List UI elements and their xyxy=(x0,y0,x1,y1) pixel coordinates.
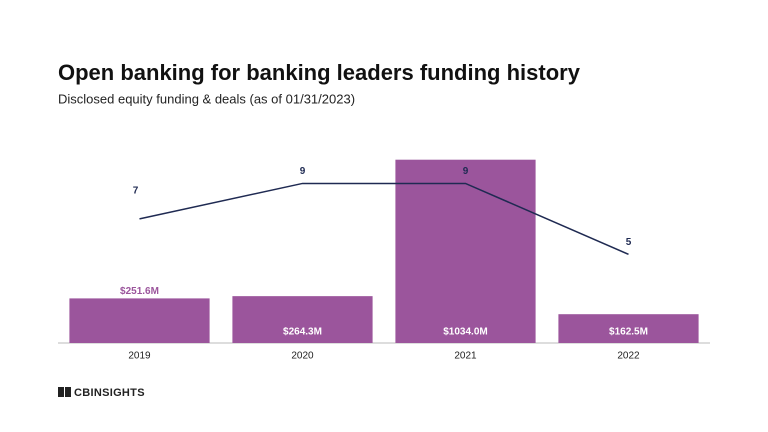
bar xyxy=(558,314,699,343)
line-value-label: 5 xyxy=(626,237,632,248)
chart-subtitle: Disclosed equity funding & deals (as of … xyxy=(58,91,355,106)
bar-value-label: $1034.0M xyxy=(443,327,487,338)
line-value-label: 7 xyxy=(133,186,139,197)
line-value-label: 9 xyxy=(463,166,469,177)
bar-value-label: $264.3M xyxy=(283,327,322,338)
logo-icon xyxy=(58,387,71,397)
x-tick-label: 2022 xyxy=(617,351,640,362)
chart-title: Open banking for banking leaders funding… xyxy=(58,60,581,85)
bar xyxy=(69,298,210,343)
x-tick-label: 2020 xyxy=(291,351,314,362)
x-tick-label: 2021 xyxy=(454,351,477,362)
bar-value-label: $251.6M xyxy=(120,286,159,297)
bar xyxy=(395,159,536,343)
bar-value-label: $162.5M xyxy=(609,327,648,338)
logo: CBINSIGHTS xyxy=(74,387,145,399)
deals-line xyxy=(139,182,629,256)
bar xyxy=(232,296,373,343)
line-value-label: 9 xyxy=(300,166,306,177)
x-tick-label: 2019 xyxy=(128,351,151,362)
